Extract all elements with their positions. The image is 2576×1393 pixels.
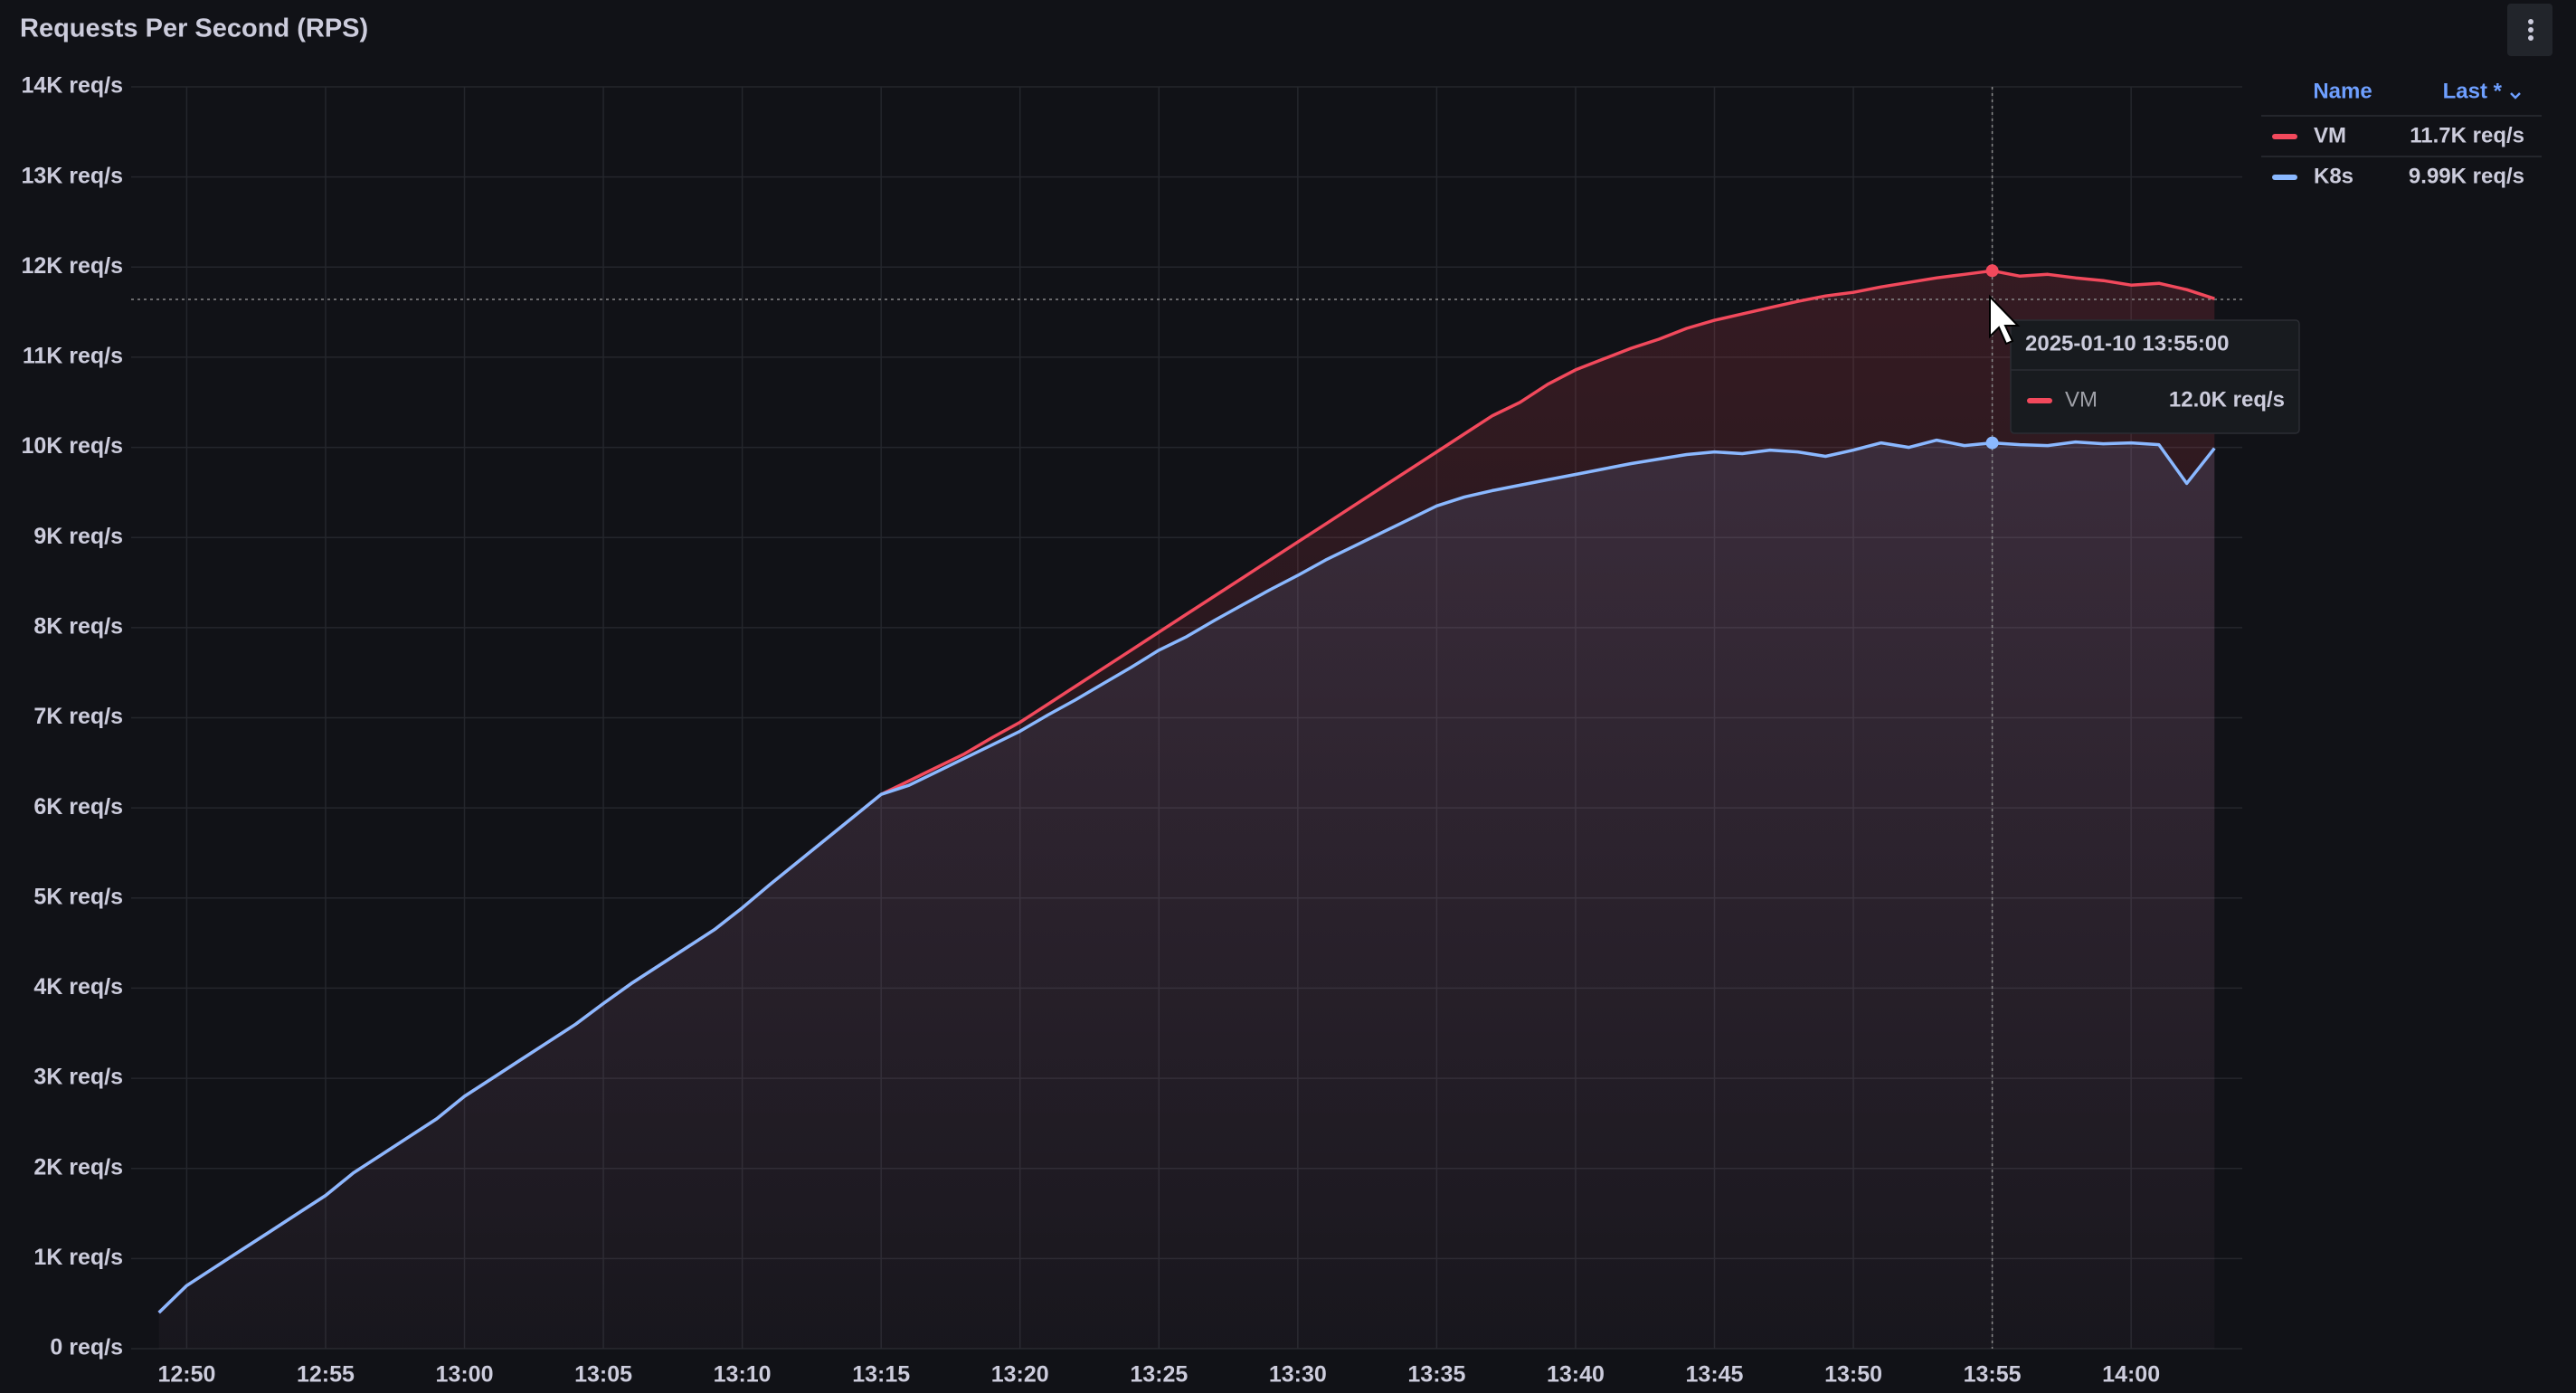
- cursor: [1989, 294, 2021, 346]
- series-line: [157, 438, 2216, 1314]
- x-tick-label: 13:50: [1824, 1362, 1882, 1388]
- tooltip-box: [2010, 319, 2300, 434]
- menu-dot: [2528, 19, 2533, 24]
- menu-dot: [2528, 35, 2533, 41]
- x-tick-label: 13:30: [1269, 1362, 1327, 1388]
- legend-name[interactable]: K8s: [2314, 164, 2353, 188]
- y-tick-label: 5K req/s: [33, 884, 123, 909]
- y-tick-label: 8K req/s: [33, 613, 123, 639]
- y-tick-label: 6K req/s: [33, 794, 123, 820]
- legend-header[interactable]: Last *: [2443, 79, 2503, 103]
- y-tick-label: 0 req/s: [50, 1335, 123, 1360]
- y-tick-label: 14K req/s: [21, 73, 123, 99]
- legend-name[interactable]: VM: [2314, 123, 2346, 147]
- y-tick-label: 11K req/s: [23, 344, 123, 369]
- x-tick-label: 13:10: [714, 1362, 772, 1388]
- legend-last: 9.99K req/s: [2409, 164, 2524, 188]
- y-tick-label: 3K req/s: [33, 1065, 123, 1090]
- tooltip-value: 12.0K req/s: [2169, 387, 2285, 412]
- chart-title: Requests Per Second (RPS): [20, 14, 368, 43]
- legend-header[interactable]: Name: [2313, 79, 2372, 103]
- x-tick-label: 12:50: [157, 1362, 215, 1388]
- legend: Name Last * VM 11.7K req/s K8s 9.99K req/s: [2261, 79, 2542, 188]
- y-tick-label: 4K req/s: [33, 974, 123, 1000]
- menu-dot: [2528, 27, 2533, 33]
- x-tick-label: 14:00: [2102, 1362, 2160, 1388]
- y-tick-label: 12K req/s: [21, 253, 123, 279]
- legend-swatch: [2272, 134, 2297, 139]
- y-tick-label: 2K req/s: [33, 1154, 123, 1180]
- tooltip-swatch: [2027, 398, 2052, 403]
- sort-chevron: [2510, 92, 2521, 100]
- x-tick-label: 13:45: [1686, 1362, 1744, 1388]
- menu-icon[interactable]: [2507, 4, 2552, 56]
- hover-point: [1985, 264, 1999, 278]
- axes: 0 req/s 1K req/s 2K req/s 3K req/s 4K req/s 5…: [21, 73, 2160, 1388]
- areas: [158, 270, 2215, 1350]
- x-tick-label: 13:55: [1964, 1362, 2022, 1388]
- x-tick-label: 13:20: [991, 1362, 1049, 1388]
- hover-point: [1985, 436, 1999, 450]
- x-tick-label: 13:25: [1130, 1362, 1188, 1388]
- x-tick-label: 13:40: [1547, 1362, 1605, 1388]
- y-tick-label: 10K req/s: [21, 433, 123, 459]
- tooltip-time: 2025-01-10 13:55:00: [2025, 331, 2230, 355]
- y-tick-label: 1K req/s: [33, 1245, 123, 1270]
- lines: [157, 87, 2216, 1349]
- x-tick-label: 13:15: [852, 1362, 910, 1388]
- x-tick-label: 12:55: [297, 1362, 355, 1388]
- y-tick-label: 13K req/s: [21, 163, 123, 188]
- tooltip: 2025-01-10 13:55:00 VM 12.0K req/s: [2010, 319, 2300, 434]
- y-tick-label: 7K req/s: [33, 704, 123, 729]
- legend-last: 11.7K req/s: [2410, 123, 2524, 147]
- x-tick-label: 13:05: [574, 1362, 632, 1388]
- x-tick-label: 13:00: [436, 1362, 494, 1388]
- x-tick-label: 13:35: [1407, 1362, 1465, 1388]
- legend-swatch: [2272, 175, 2297, 180]
- tooltip-series: VM: [2065, 387, 2098, 412]
- area-fill: [158, 440, 2215, 1350]
- y-tick-label: 9K req/s: [33, 524, 123, 549]
